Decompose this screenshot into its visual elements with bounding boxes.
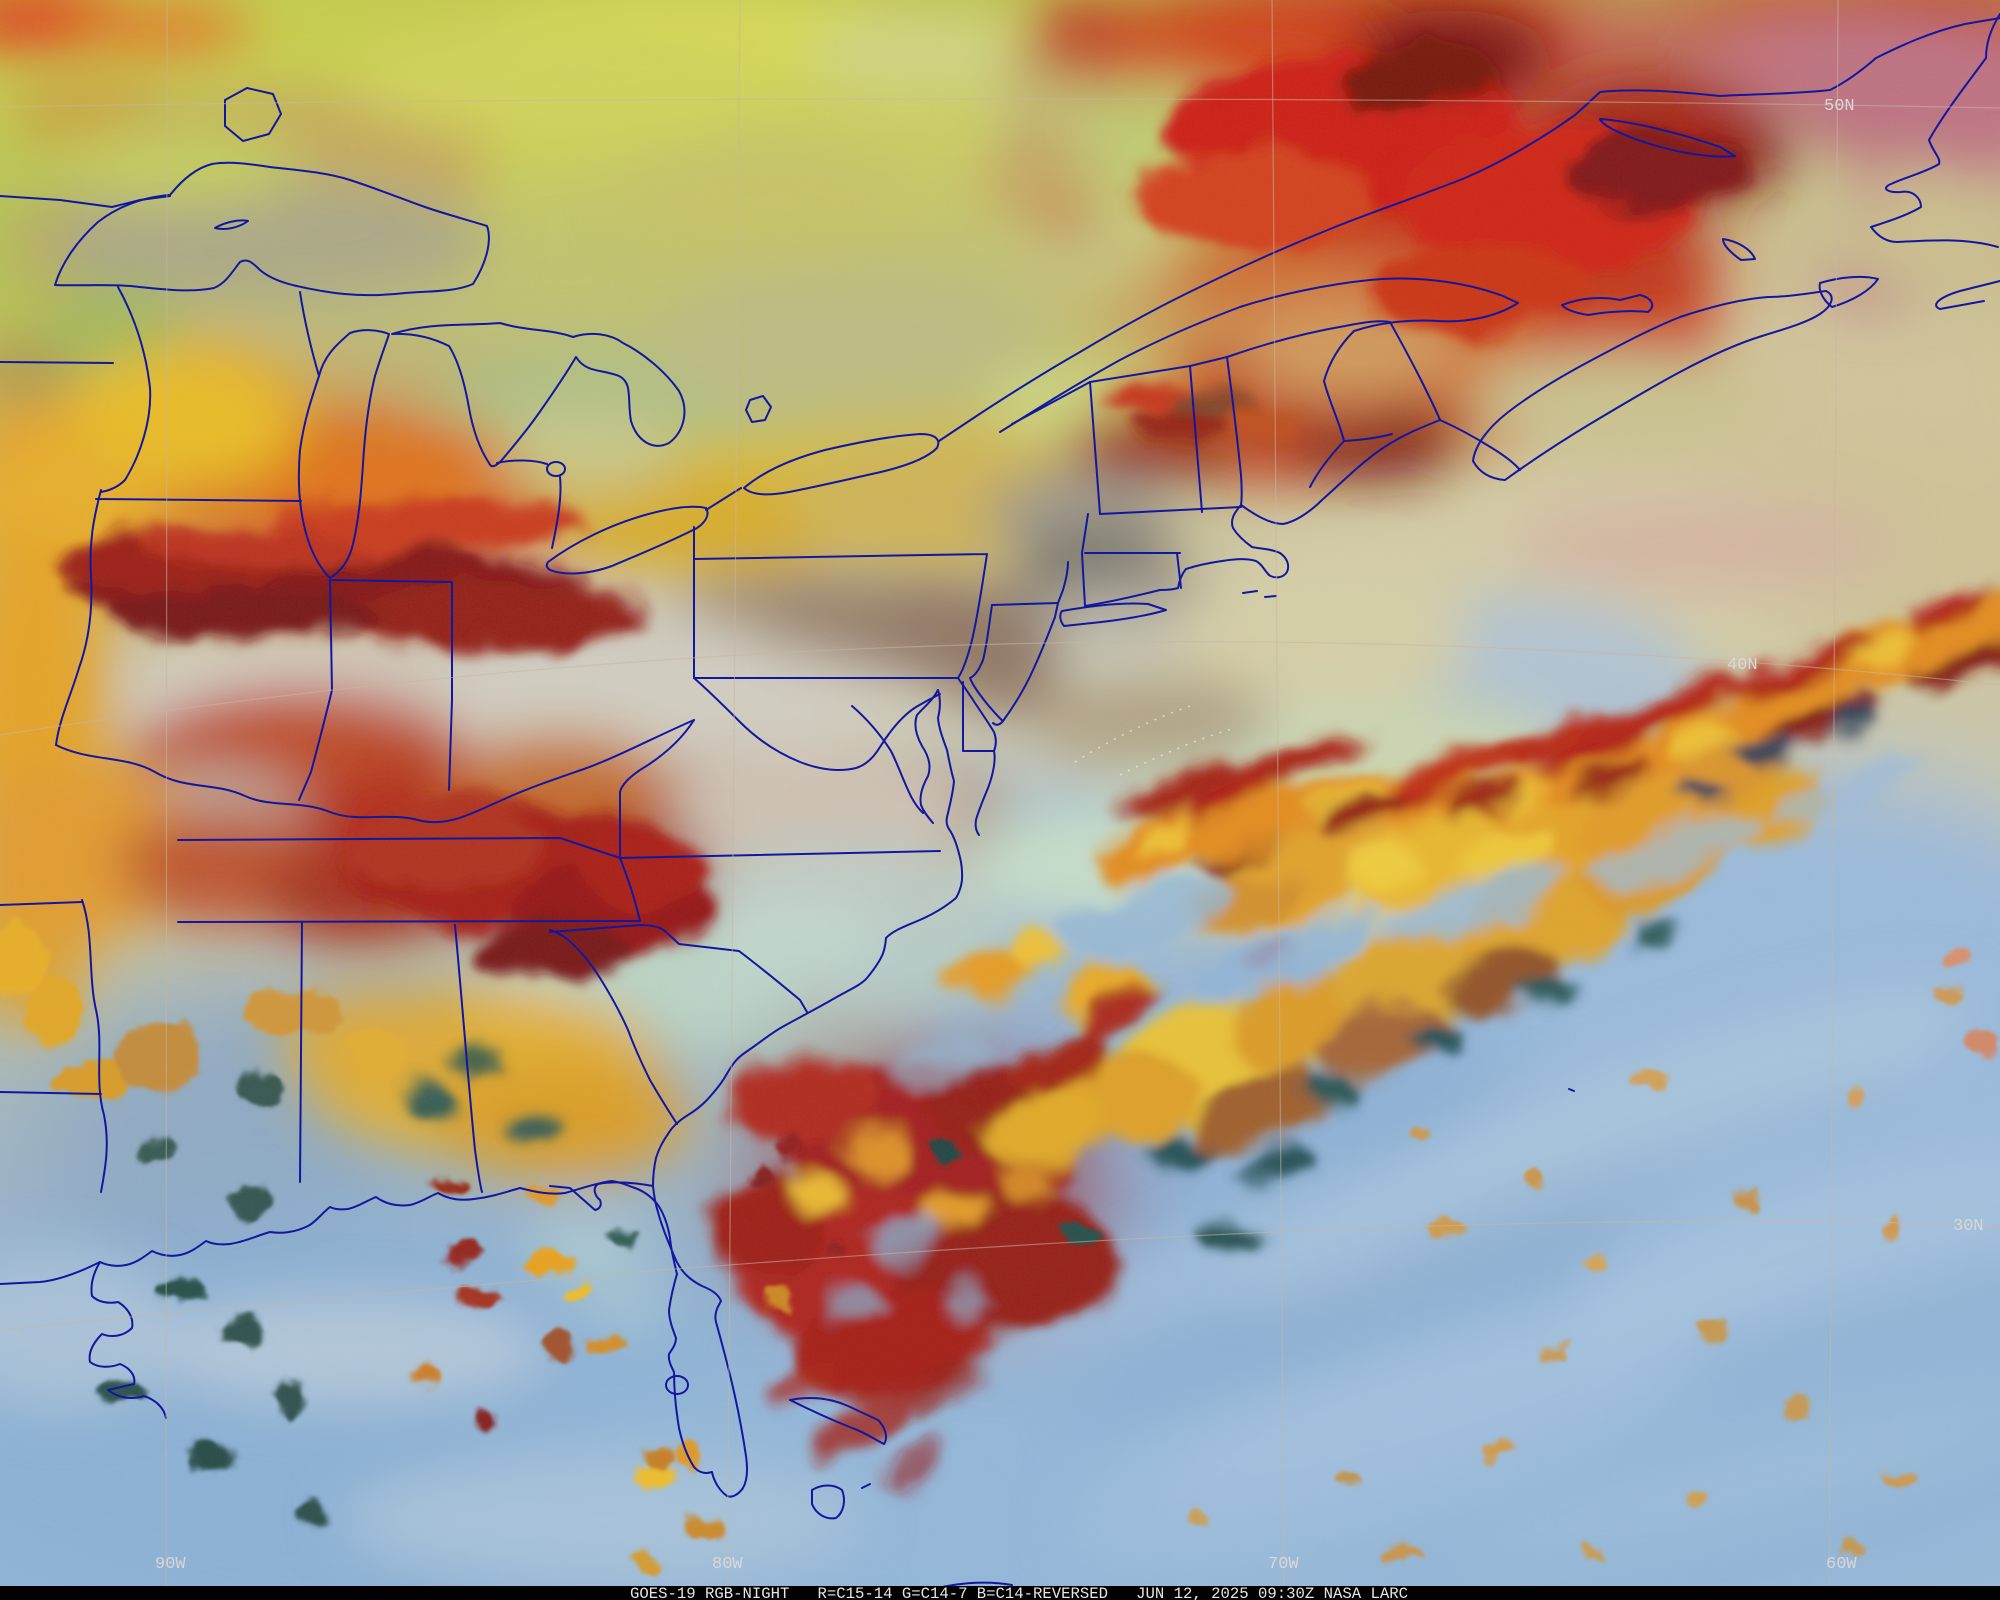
svg-text:90W: 90W: [155, 1555, 186, 1574]
svg-text:80W: 80W: [712, 1555, 743, 1574]
svg-text:GOES-19 RGB-NIGHT R=C15-14 G: GOES-19 RGB-NIGHT R=C15-14 G=C14-7 B=C14…: [630, 1585, 1408, 1600]
svg-text:30N: 30N: [1953, 1217, 1984, 1236]
svg-text:40N: 40N: [1727, 656, 1758, 675]
svg-text:50N: 50N: [1824, 97, 1855, 116]
svg-text:60W: 60W: [1826, 1555, 1857, 1574]
svg-text:70W: 70W: [1268, 1555, 1299, 1574]
